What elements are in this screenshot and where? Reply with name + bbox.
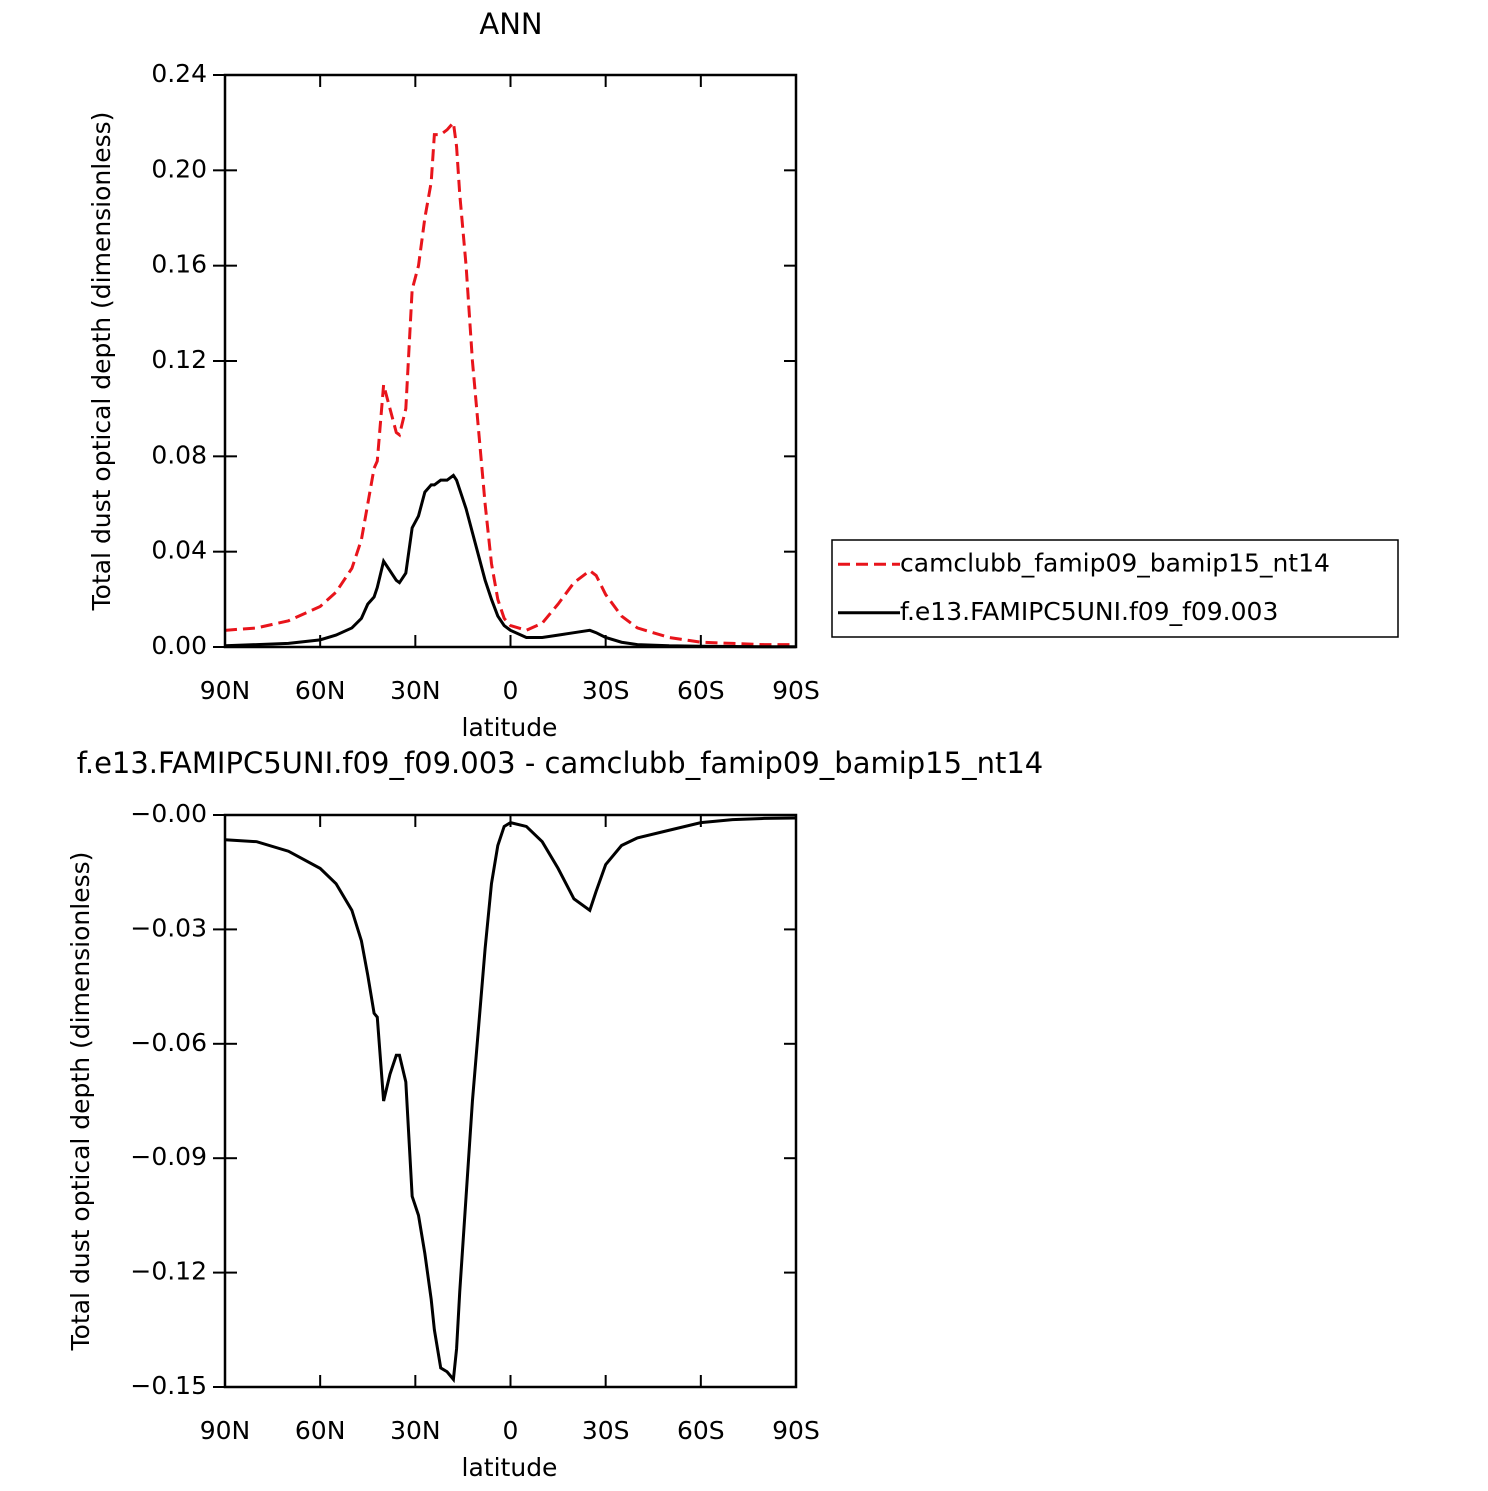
y-axis-label: Total dust optical depth (dimensionless) — [66, 852, 95, 1352]
legend-label: camclubb_famip09_bamip15_nt14 — [900, 548, 1330, 577]
legend-label: f.e13.FAMIPC5UNI.f09_f09.003 — [900, 597, 1278, 626]
y-tick-label: 0.08 — [151, 440, 207, 469]
x-tick-label: 60S — [677, 1416, 725, 1445]
y-tick-label: 0.20 — [151, 154, 207, 183]
x-tick-label: 30N — [390, 676, 441, 705]
x-tick-label: 60N — [295, 1416, 346, 1445]
x-tick-label: 30S — [582, 1416, 630, 1445]
y-tick-label: 0.16 — [151, 250, 207, 279]
y-tick-label: −0.03 — [130, 913, 207, 942]
x-tick-label: 30N — [390, 1416, 441, 1445]
x-tick-label: 60N — [295, 676, 346, 705]
data-line — [224, 473, 796, 649]
y-tick-label: −0.15 — [130, 1371, 207, 1400]
data-line — [224, 119, 796, 647]
x-axis-label: latitude — [462, 713, 558, 742]
x-tick-label: 0 — [503, 676, 519, 705]
plot-frame — [223, 73, 798, 649]
y-tick-label: −0.06 — [130, 1028, 207, 1057]
x-tick-label: 90S — [772, 1416, 820, 1445]
y-tick-label: 0.24 — [151, 59, 207, 88]
y-tick-label: −0.00 — [130, 799, 207, 828]
x-tick-label: 90S — [772, 676, 820, 705]
x-tick-label: 30S — [582, 676, 630, 705]
y-tick-label: 0.00 — [151, 631, 207, 660]
y-tick-label: 0.12 — [151, 345, 207, 374]
x-tick-label: 60S — [677, 676, 725, 705]
plot-frame — [223, 813, 798, 1389]
data-line — [224, 816, 797, 1384]
chart-title: ANN — [479, 7, 542, 41]
x-tick-label: 90N — [200, 1416, 251, 1445]
chart-title: f.e13.FAMIPC5UNI.f09_f09.003 - camclubb_… — [77, 746, 1044, 780]
y-tick-label: −0.09 — [130, 1142, 207, 1171]
legend-box — [831, 539, 1399, 638]
x-axis-label: latitude — [462, 1453, 558, 1482]
x-tick-label: 0 — [503, 1416, 519, 1445]
y-tick-label: −0.12 — [130, 1257, 207, 1286]
y-axis-label: Total dust optical depth (dimensionless) — [87, 112, 116, 612]
x-tick-label: 90N — [200, 676, 251, 705]
y-tick-label: 0.04 — [151, 536, 207, 565]
